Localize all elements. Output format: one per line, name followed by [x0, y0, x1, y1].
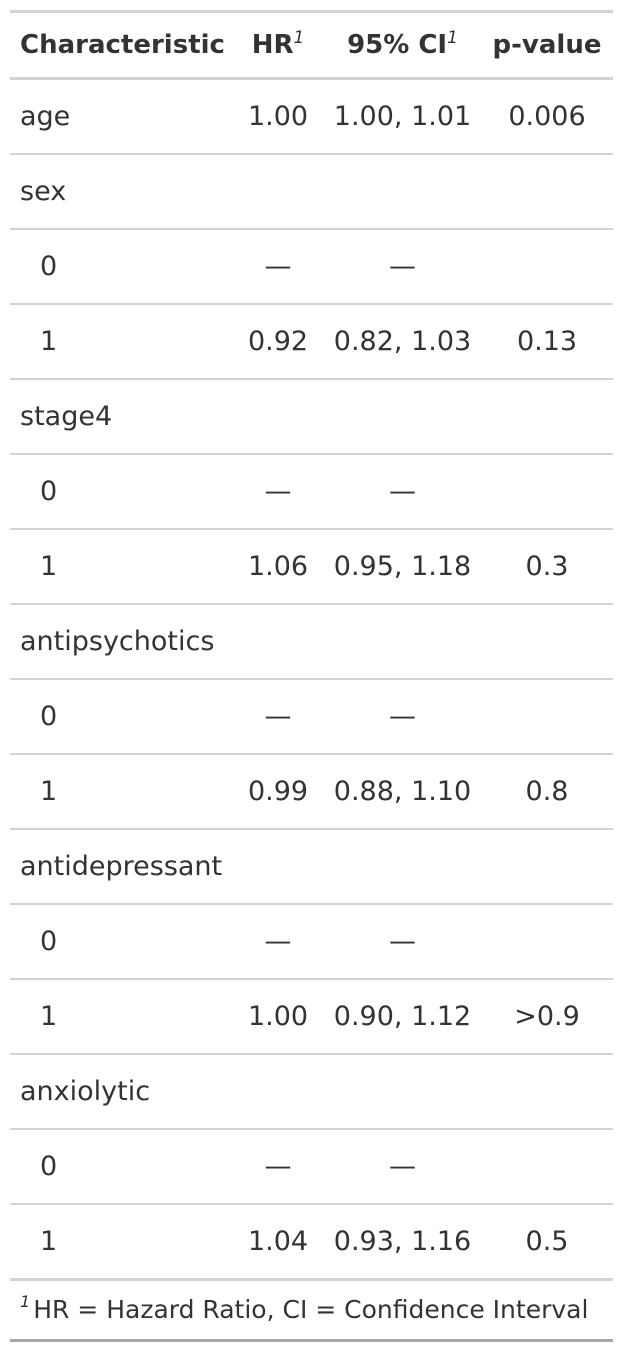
row-ci: — [389, 251, 416, 282]
row-hr: — [264, 476, 292, 507]
row-ci: — [389, 926, 416, 957]
row-hr [232, 1054, 324, 1129]
row-pvalue: >0.9 [514, 1001, 580, 1032]
table-footnote: 1 HR = Hazard Ratio, CI = Confidence Inte… [10, 1281, 613, 1342]
header-row: Characteristic HR1 95% CI1 p-value [10, 11, 613, 79]
row-label: anxiolytic [20, 1076, 151, 1107]
row-pvalue [481, 904, 613, 979]
row-hr: 0.92 [247, 326, 309, 357]
footnote-text: HR = Hazard Ratio, CI = Confidence Inter… [33, 1295, 589, 1324]
row-pvalue: 0.5 [525, 1226, 569, 1257]
table-row: 1 1.06 0.95, 1.18 0.3 [10, 529, 613, 604]
header-ci: 95% CI1 [324, 12, 481, 79]
row-label: 0 [40, 1151, 58, 1182]
row-ci: 0.88, 1.10 [333, 776, 472, 807]
table-row: stage4 [10, 379, 613, 454]
row-pvalue [481, 154, 613, 229]
row-hr: — [264, 1151, 292, 1182]
table-header: Characteristic HR1 95% CI1 p-value [10, 11, 613, 79]
header-pvalue: p-value [481, 12, 613, 79]
header-ci-label: 95% CI [347, 30, 448, 60]
row-label: antipsychotics [20, 626, 215, 657]
row-pvalue [481, 379, 613, 454]
row-label: 0 [40, 701, 58, 732]
table-row: 1 0.99 0.88, 1.10 0.8 [10, 754, 613, 829]
table-row: 0 — — [10, 229, 613, 304]
row-label: stage4 [20, 401, 113, 432]
row-hr: — [264, 701, 292, 732]
row-ci [324, 379, 481, 454]
row-pvalue [481, 679, 613, 754]
header-ci-footnote-marker: 1 [447, 28, 458, 48]
table-row: antipsychotics [10, 604, 613, 679]
header-hr-footnote-marker: 1 [293, 28, 305, 48]
row-label: 1 [40, 1226, 58, 1257]
row-ci [324, 604, 481, 679]
row-hr [232, 829, 324, 904]
row-pvalue [481, 1054, 613, 1129]
table-row: 0 — — [10, 904, 613, 979]
row-hr [232, 379, 324, 454]
row-pvalue [481, 1129, 613, 1204]
row-label: 0 [40, 926, 58, 957]
row-hr: 1.04 [247, 1226, 309, 1257]
table-row: antidepressant [10, 829, 613, 904]
table-row: 1 1.04 0.93, 1.16 0.5 [10, 1204, 613, 1280]
row-hr [232, 604, 324, 679]
row-hr: 0.99 [247, 776, 309, 807]
table-row: age 1.00 1.00, 1.01 0.006 [10, 79, 613, 154]
table-body: age 1.00 1.00, 1.01 0.006 sex 0 — — 1 0.… [10, 79, 613, 1280]
row-pvalue [481, 829, 613, 904]
row-label: sex [20, 176, 67, 207]
row-ci [324, 154, 481, 229]
header-characteristic-label: Characteristic [20, 30, 225, 60]
row-label: 1 [40, 551, 58, 582]
table-row: sex [10, 154, 613, 229]
row-pvalue [481, 454, 613, 529]
regression-table: Characteristic HR1 95% CI1 p-value age 1… [10, 10, 613, 1281]
header-hr: HR1 [232, 12, 324, 79]
row-hr: 1.00 [247, 1001, 309, 1032]
row-pvalue: 0.13 [516, 326, 578, 357]
row-ci: 0.90, 1.12 [333, 1001, 472, 1032]
row-pvalue: 0.006 [508, 101, 586, 132]
row-label: 0 [40, 251, 58, 282]
row-hr: 1.00 [247, 101, 309, 132]
row-hr: 1.06 [247, 551, 309, 582]
row-label: 0 [40, 476, 58, 507]
regression-table-container: Characteristic HR1 95% CI1 p-value age 1… [10, 10, 613, 1342]
row-pvalue [481, 604, 613, 679]
row-ci: 0.93, 1.16 [333, 1226, 472, 1257]
table-row: 0 — — [10, 1129, 613, 1204]
row-ci: 0.82, 1.03 [333, 326, 472, 357]
row-ci: 0.95, 1.18 [333, 551, 472, 582]
row-label: 1 [40, 1001, 58, 1032]
header-pvalue-label: p-value [492, 30, 602, 60]
header-hr-label: HR [251, 30, 294, 60]
row-ci [324, 1054, 481, 1129]
row-hr [232, 154, 324, 229]
header-characteristic: Characteristic [10, 12, 232, 79]
row-pvalue: 0.3 [525, 551, 569, 582]
table-row: 1 0.92 0.82, 1.03 0.13 [10, 304, 613, 379]
row-pvalue: 0.8 [525, 776, 569, 807]
row-ci: — [389, 701, 416, 732]
row-pvalue [481, 229, 613, 304]
table-row: 1 1.00 0.90, 1.12 >0.9 [10, 979, 613, 1054]
row-ci: — [389, 476, 416, 507]
row-ci [324, 829, 481, 904]
table-row: 0 — — [10, 679, 613, 754]
row-ci: — [389, 1151, 416, 1182]
row-label: 1 [40, 326, 58, 357]
row-ci: 1.00, 1.01 [333, 101, 472, 132]
table-row: anxiolytic [10, 1054, 613, 1129]
footnote-marker: 1 [20, 1292, 31, 1311]
row-label: age [20, 101, 71, 132]
row-hr: — [264, 251, 292, 282]
row-hr: — [264, 926, 292, 957]
table-row: 0 — — [10, 454, 613, 529]
row-label: antidepressant [20, 851, 223, 882]
row-label: 1 [40, 776, 58, 807]
